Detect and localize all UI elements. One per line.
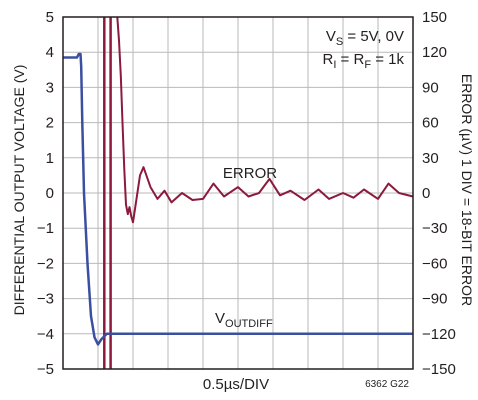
footnote: 6362 G22 bbox=[365, 379, 409, 390]
y-left-ticks: 5 4 3 2 1 0 −1 −2 −3 −4 −5 bbox=[37, 9, 54, 378]
y-right-tick-label: −60 bbox=[422, 255, 447, 272]
y-right-tick-label: −30 bbox=[422, 220, 447, 237]
y-left-tick-label: −4 bbox=[37, 326, 54, 343]
y-right-tick-label: 150 bbox=[422, 9, 447, 26]
y-right-label: ERROR (µV) 1 DIV = 18-BIT ERROR bbox=[459, 74, 475, 306]
y-left-tick-label: 3 bbox=[46, 79, 54, 96]
series-label-error: ERROR bbox=[223, 165, 277, 182]
y-left-tick-label: −1 bbox=[37, 220, 54, 237]
y-left-tick-label: 4 bbox=[46, 44, 54, 61]
condition-vs: VS = 5V, 0V bbox=[326, 28, 404, 48]
y-left-tick-label: 2 bbox=[46, 115, 54, 132]
y-right-tick-label: 60 bbox=[422, 115, 439, 132]
y-right-tick-label: 90 bbox=[422, 79, 439, 96]
y-right-tick-label: 0 bbox=[422, 185, 430, 202]
y-left-tick-label: −2 bbox=[37, 255, 54, 272]
series-line bbox=[63, 52, 413, 346]
y-left-tick-label: 0 bbox=[46, 185, 54, 202]
x-label: 0.5µs/DIV bbox=[203, 376, 269, 393]
y-left-label: DIFFERENTIAL OUTPUT VOLTAGE (V) bbox=[11, 65, 27, 316]
plot-frame bbox=[62, 16, 414, 370]
y-left-tick-label: −5 bbox=[37, 361, 54, 378]
y-right-tick-label: −120 bbox=[422, 326, 456, 343]
condition-resistors: RI = RF = 1k bbox=[322, 51, 404, 71]
y-left-tick-label: 5 bbox=[46, 9, 54, 26]
y-right-tick-label: −90 bbox=[422, 291, 447, 308]
series-label-voutdiff: VOUTDIFF bbox=[215, 310, 273, 330]
y-right-tick-label: 30 bbox=[422, 150, 439, 167]
trigger-markers bbox=[103, 17, 112, 369]
series-line bbox=[116, 16, 414, 224]
y-right-tick-label: 120 bbox=[422, 44, 447, 61]
y-left-tick-label: −3 bbox=[37, 291, 54, 308]
y-left-tick-label: 1 bbox=[46, 150, 54, 167]
y-right-ticks: 150 120 90 60 30 0 −30 −60 −90 −120 −150 bbox=[422, 9, 456, 378]
y-right-tick-label: −150 bbox=[422, 361, 456, 378]
series-voutdiff bbox=[63, 52, 413, 346]
series-error bbox=[116, 16, 414, 224]
